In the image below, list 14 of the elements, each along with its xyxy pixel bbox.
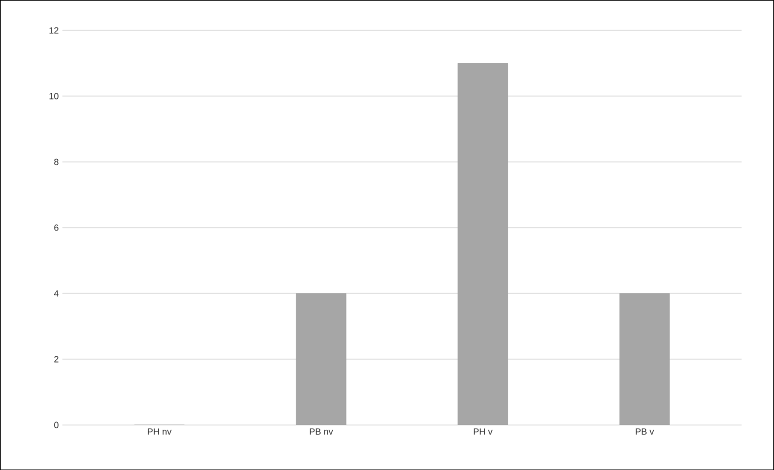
x-tick-label: PB nv <box>310 428 334 434</box>
y-tick-label: 6 <box>54 224 58 231</box>
y-tick-label: 8 <box>54 158 58 165</box>
y-tick-label: 12 <box>50 27 58 34</box>
bar <box>619 293 670 425</box>
bar <box>296 293 346 425</box>
bar <box>458 62 508 425</box>
y-tick-label: 2 <box>54 356 58 362</box>
y-tick-label: 0 <box>54 422 58 428</box>
x-tick-label: PH nv <box>148 428 172 434</box>
y-tick-label: 10 <box>50 92 58 100</box>
x-tick-label: PB v <box>636 428 654 434</box>
y-tick-label: 4 <box>54 290 59 296</box>
x-tick-label: PH v <box>474 428 493 434</box>
